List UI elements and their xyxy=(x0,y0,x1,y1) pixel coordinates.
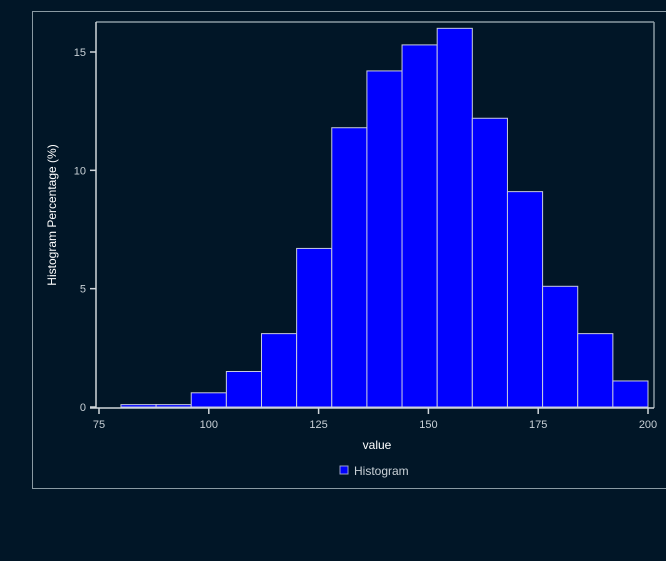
x-tick-label: 150 xyxy=(419,419,437,431)
histogram-bars xyxy=(120,27,649,408)
histogram-bar xyxy=(436,27,473,408)
histogram-bar xyxy=(190,392,227,408)
histogram-bar xyxy=(506,191,544,408)
legend-label: Histogram xyxy=(354,464,409,478)
x-tick-label: 200 xyxy=(639,419,657,431)
histogram-bar xyxy=(155,404,192,408)
x-tick-label: 125 xyxy=(309,419,327,431)
y-tick-label: 15 xyxy=(74,47,86,59)
axes: 0 5 10 15 75 100 125 150 175 200 xyxy=(74,21,657,431)
histogram-bar xyxy=(120,404,157,408)
x-axis-title: value xyxy=(363,438,392,452)
y-tick-label: 10 xyxy=(74,165,86,177)
histogram-bar xyxy=(401,44,438,408)
legend-swatch-icon xyxy=(339,465,349,475)
y-tick-label: 5 xyxy=(80,284,86,296)
histogram-bar xyxy=(225,371,263,408)
x-tick-label: 175 xyxy=(529,419,547,431)
x-tick-label: 75 xyxy=(93,419,105,431)
chart-outer-frame xyxy=(32,11,666,489)
histogram-bar xyxy=(331,127,368,408)
histogram-bar xyxy=(577,333,614,408)
legend: Histogram xyxy=(339,464,409,478)
histogram-bar xyxy=(542,285,579,408)
x-tick-label: 100 xyxy=(200,419,218,431)
histogram-bar xyxy=(612,380,649,408)
histogram-bar xyxy=(366,70,403,408)
histogram-bar xyxy=(261,333,298,408)
histogram-bar xyxy=(296,247,333,408)
y-axis-title: Histogram Percentage (%) xyxy=(45,144,59,285)
histogram-bar xyxy=(471,117,508,408)
y-tick-label: 0 xyxy=(80,402,86,414)
